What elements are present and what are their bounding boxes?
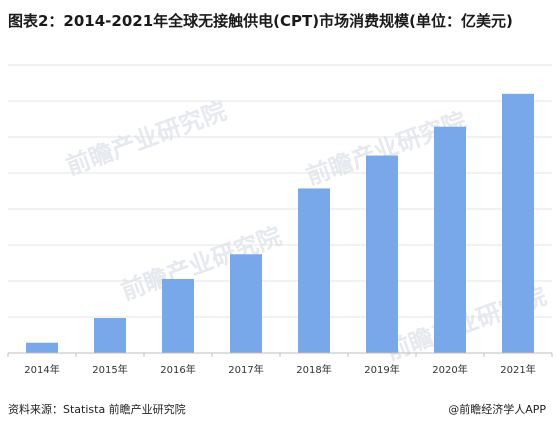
bar-2015年 (94, 318, 126, 353)
grid-lines (8, 64, 552, 318)
x-tick-label: 2021年 (500, 363, 535, 376)
chart-title: 图表2：2014-2021年全球无接触供电(CPT)市场消费规模(单位：亿美元) (8, 12, 513, 30)
x-tick-label: 2018年 (296, 363, 331, 376)
x-tick-label: 2014年 (24, 363, 59, 376)
x-tick-label: 2015年 (92, 363, 127, 376)
bar-2017年 (230, 254, 262, 353)
bar-2021年 (502, 93, 534, 354)
x-tick-label: 2019年 (364, 363, 399, 376)
watermark-text: 前瞻产业研究院 (62, 97, 229, 181)
brand-credit: @前瞻经济学人APP (448, 403, 546, 416)
source-note: 资料来源：Statista 前瞻产业研究院 (8, 403, 186, 416)
bar-2019年 (366, 155, 398, 353)
bar-2018年 (298, 188, 330, 353)
bar-2014年 (26, 342, 58, 353)
x-tick-label: 2016年 (160, 363, 195, 376)
x-tick-label: 2017年 (228, 363, 263, 376)
bar-2016年 (162, 278, 194, 353)
bars (26, 93, 534, 354)
bar-2020年 (434, 126, 466, 353)
x-axis-tick-labels: 2014年 2015年 2016年 2017年 2018年 2019年 2020年 2021年 (7, 353, 553, 376)
x-tick-label: 2020年 (432, 363, 467, 376)
